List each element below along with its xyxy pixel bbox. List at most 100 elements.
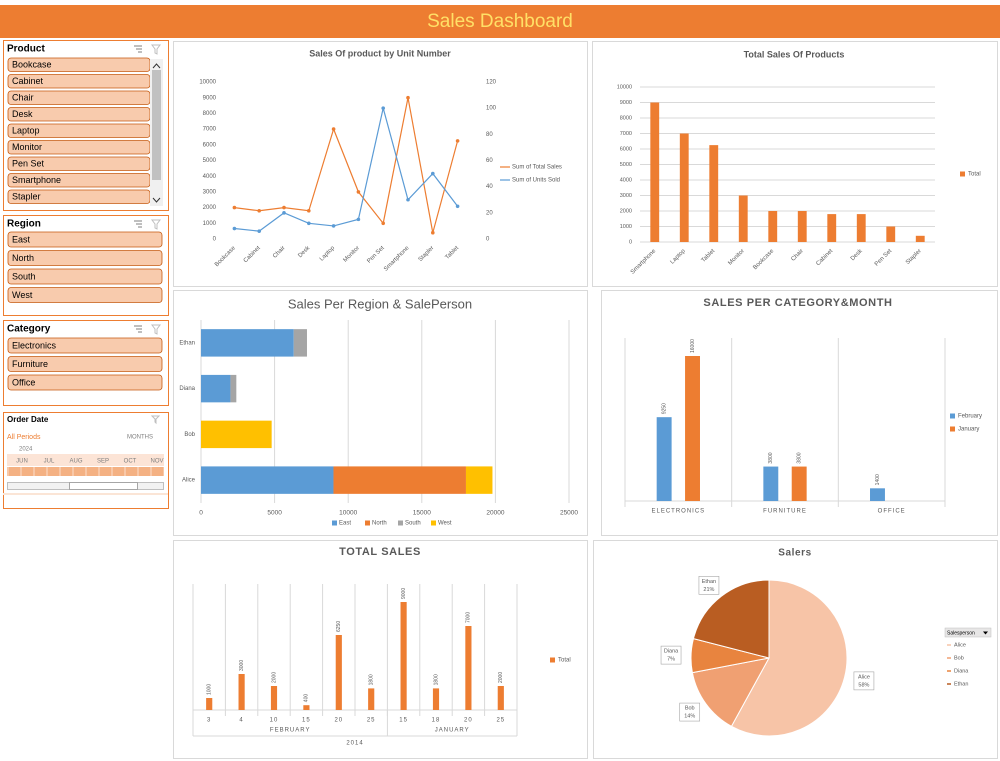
legend-label: South: [405, 521, 421, 527]
bar: [270, 686, 278, 710]
data-label: 1800: [433, 674, 439, 685]
data-point: [282, 205, 286, 210]
bar-segment: [293, 329, 307, 357]
callout-name: Diana: [664, 649, 679, 655]
y-tick-label: 0: [629, 239, 632, 245]
bar-segment: [230, 374, 237, 403]
timeline-month[interactable]: JUN: [16, 459, 28, 465]
y-tick-label: 1000: [203, 221, 217, 227]
clear-filter-icon[interactable]: [151, 44, 161, 55]
group-label: FEBRUARY: [270, 728, 311, 734]
year-label: 2014: [346, 741, 363, 747]
timeline-year: 2024: [19, 447, 33, 453]
data-point: [431, 230, 435, 235]
timeline-band: [7, 454, 164, 466]
legend-header[interactable]: [944, 627, 992, 638]
x-tick-label: 20000: [486, 510, 504, 517]
bar: [679, 133, 689, 242]
bar: [738, 195, 748, 242]
slicer-item[interactable]: [7, 231, 163, 248]
slicer-item-label: Monitor: [12, 142, 42, 152]
y-tick-label: 3000: [620, 193, 632, 199]
timeline-month[interactable]: OCT: [124, 459, 137, 465]
pie-slice: [691, 657, 770, 728]
slicer-item-label: Pen Set: [12, 159, 45, 169]
data-point: [381, 106, 386, 110]
series-line: [234, 108, 459, 232]
data-point: [455, 204, 460, 209]
slicer-item[interactable]: [7, 250, 163, 266]
multi-select-icon[interactable]: [134, 45, 142, 53]
timeline-month[interactable]: AUG: [69, 459, 82, 465]
scrollbar-thumb[interactable]: [152, 70, 161, 180]
multi-select-icon[interactable]: [134, 325, 142, 333]
x-tick-label: 3: [207, 718, 211, 724]
bar: [827, 214, 837, 242]
x-tick-label: FURNITURE: [763, 509, 807, 515]
timeline-scroll-thumb[interactable]: [69, 482, 138, 490]
y-tick-label: Bob: [184, 432, 195, 438]
y-tick-label: Ethan: [179, 340, 195, 346]
y2-tick-label: 0: [486, 237, 490, 243]
clear-filter-icon[interactable]: [151, 324, 161, 335]
x-tick-label: OFFICE: [878, 509, 906, 515]
y-tick-label: Alice: [182, 478, 196, 484]
data-point: [232, 226, 237, 231]
timeline-level[interactable]: MONTHS: [127, 435, 153, 441]
slicer-item-label: Cabinet: [12, 76, 44, 86]
bar: [238, 674, 245, 710]
slicer-item[interactable]: [7, 287, 163, 303]
timeline-selection[interactable]: [7, 467, 164, 476]
legend-swatch: [431, 520, 436, 526]
callout-box: [660, 645, 682, 665]
y-tick-label: 3000: [203, 189, 217, 195]
callout-value: 58%: [858, 682, 869, 688]
x-tick-label: 20: [464, 718, 473, 724]
data-point: [356, 217, 361, 222]
y-tick-label: 6000: [203, 142, 217, 148]
bar: [303, 705, 310, 710]
pie-slice: [730, 579, 848, 737]
data-point: [257, 229, 262, 233]
slicer-item-label: South: [12, 271, 36, 281]
legend-label: Total: [968, 172, 981, 178]
callout-value: 7%: [667, 657, 675, 663]
clear-filter-icon[interactable]: [150, 415, 161, 425]
x-tick-label: 25000: [560, 510, 578, 517]
bar: [768, 211, 778, 242]
y-tick-label: 5000: [620, 162, 632, 168]
x-tick-label: 15000: [413, 510, 431, 517]
slicer-item-label: Office: [12, 377, 35, 387]
bar-segment: [201, 466, 334, 494]
timeline-month[interactable]: JUL: [44, 459, 55, 465]
chart-title: Salers: [778, 548, 812, 559]
y2-tick-label: 120: [486, 80, 497, 86]
bar: [709, 145, 719, 242]
slicer-item[interactable]: [7, 356, 163, 372]
slicer-item[interactable]: [7, 337, 163, 354]
y-tick-label: 8000: [203, 111, 217, 117]
y-tick-label: 10000: [617, 84, 632, 90]
y-tick-label: 0: [213, 237, 217, 243]
x-tick-label: ELECTRONICS: [651, 509, 705, 515]
slicer-item[interactable]: [7, 374, 163, 391]
bar: [656, 417, 672, 501]
dropdown-arrow[interactable]: [983, 631, 988, 635]
chart-title: Sales Per Region & SalePerson: [288, 296, 472, 311]
slicer-item[interactable]: [7, 268, 163, 285]
callout-value: 21%: [703, 587, 714, 593]
timeline-month[interactable]: NOV: [150, 459, 163, 465]
multi-select-icon[interactable]: [134, 220, 142, 228]
timeline-month[interactable]: SEP: [97, 459, 109, 465]
y-tick-label: 2000: [620, 208, 632, 214]
x-tick-label: 15: [399, 718, 408, 724]
slicer-item-label: Bookcase: [12, 60, 52, 70]
slicer-item-label: Desk: [12, 109, 33, 119]
legend-label: East: [339, 521, 351, 527]
data-label: 2000: [498, 672, 504, 683]
x-tick-label: 15: [302, 718, 311, 724]
clear-filter-icon[interactable]: [151, 219, 161, 230]
scroll-arrow[interactable]: [152, 63, 161, 203]
data-point: [282, 211, 286, 215]
